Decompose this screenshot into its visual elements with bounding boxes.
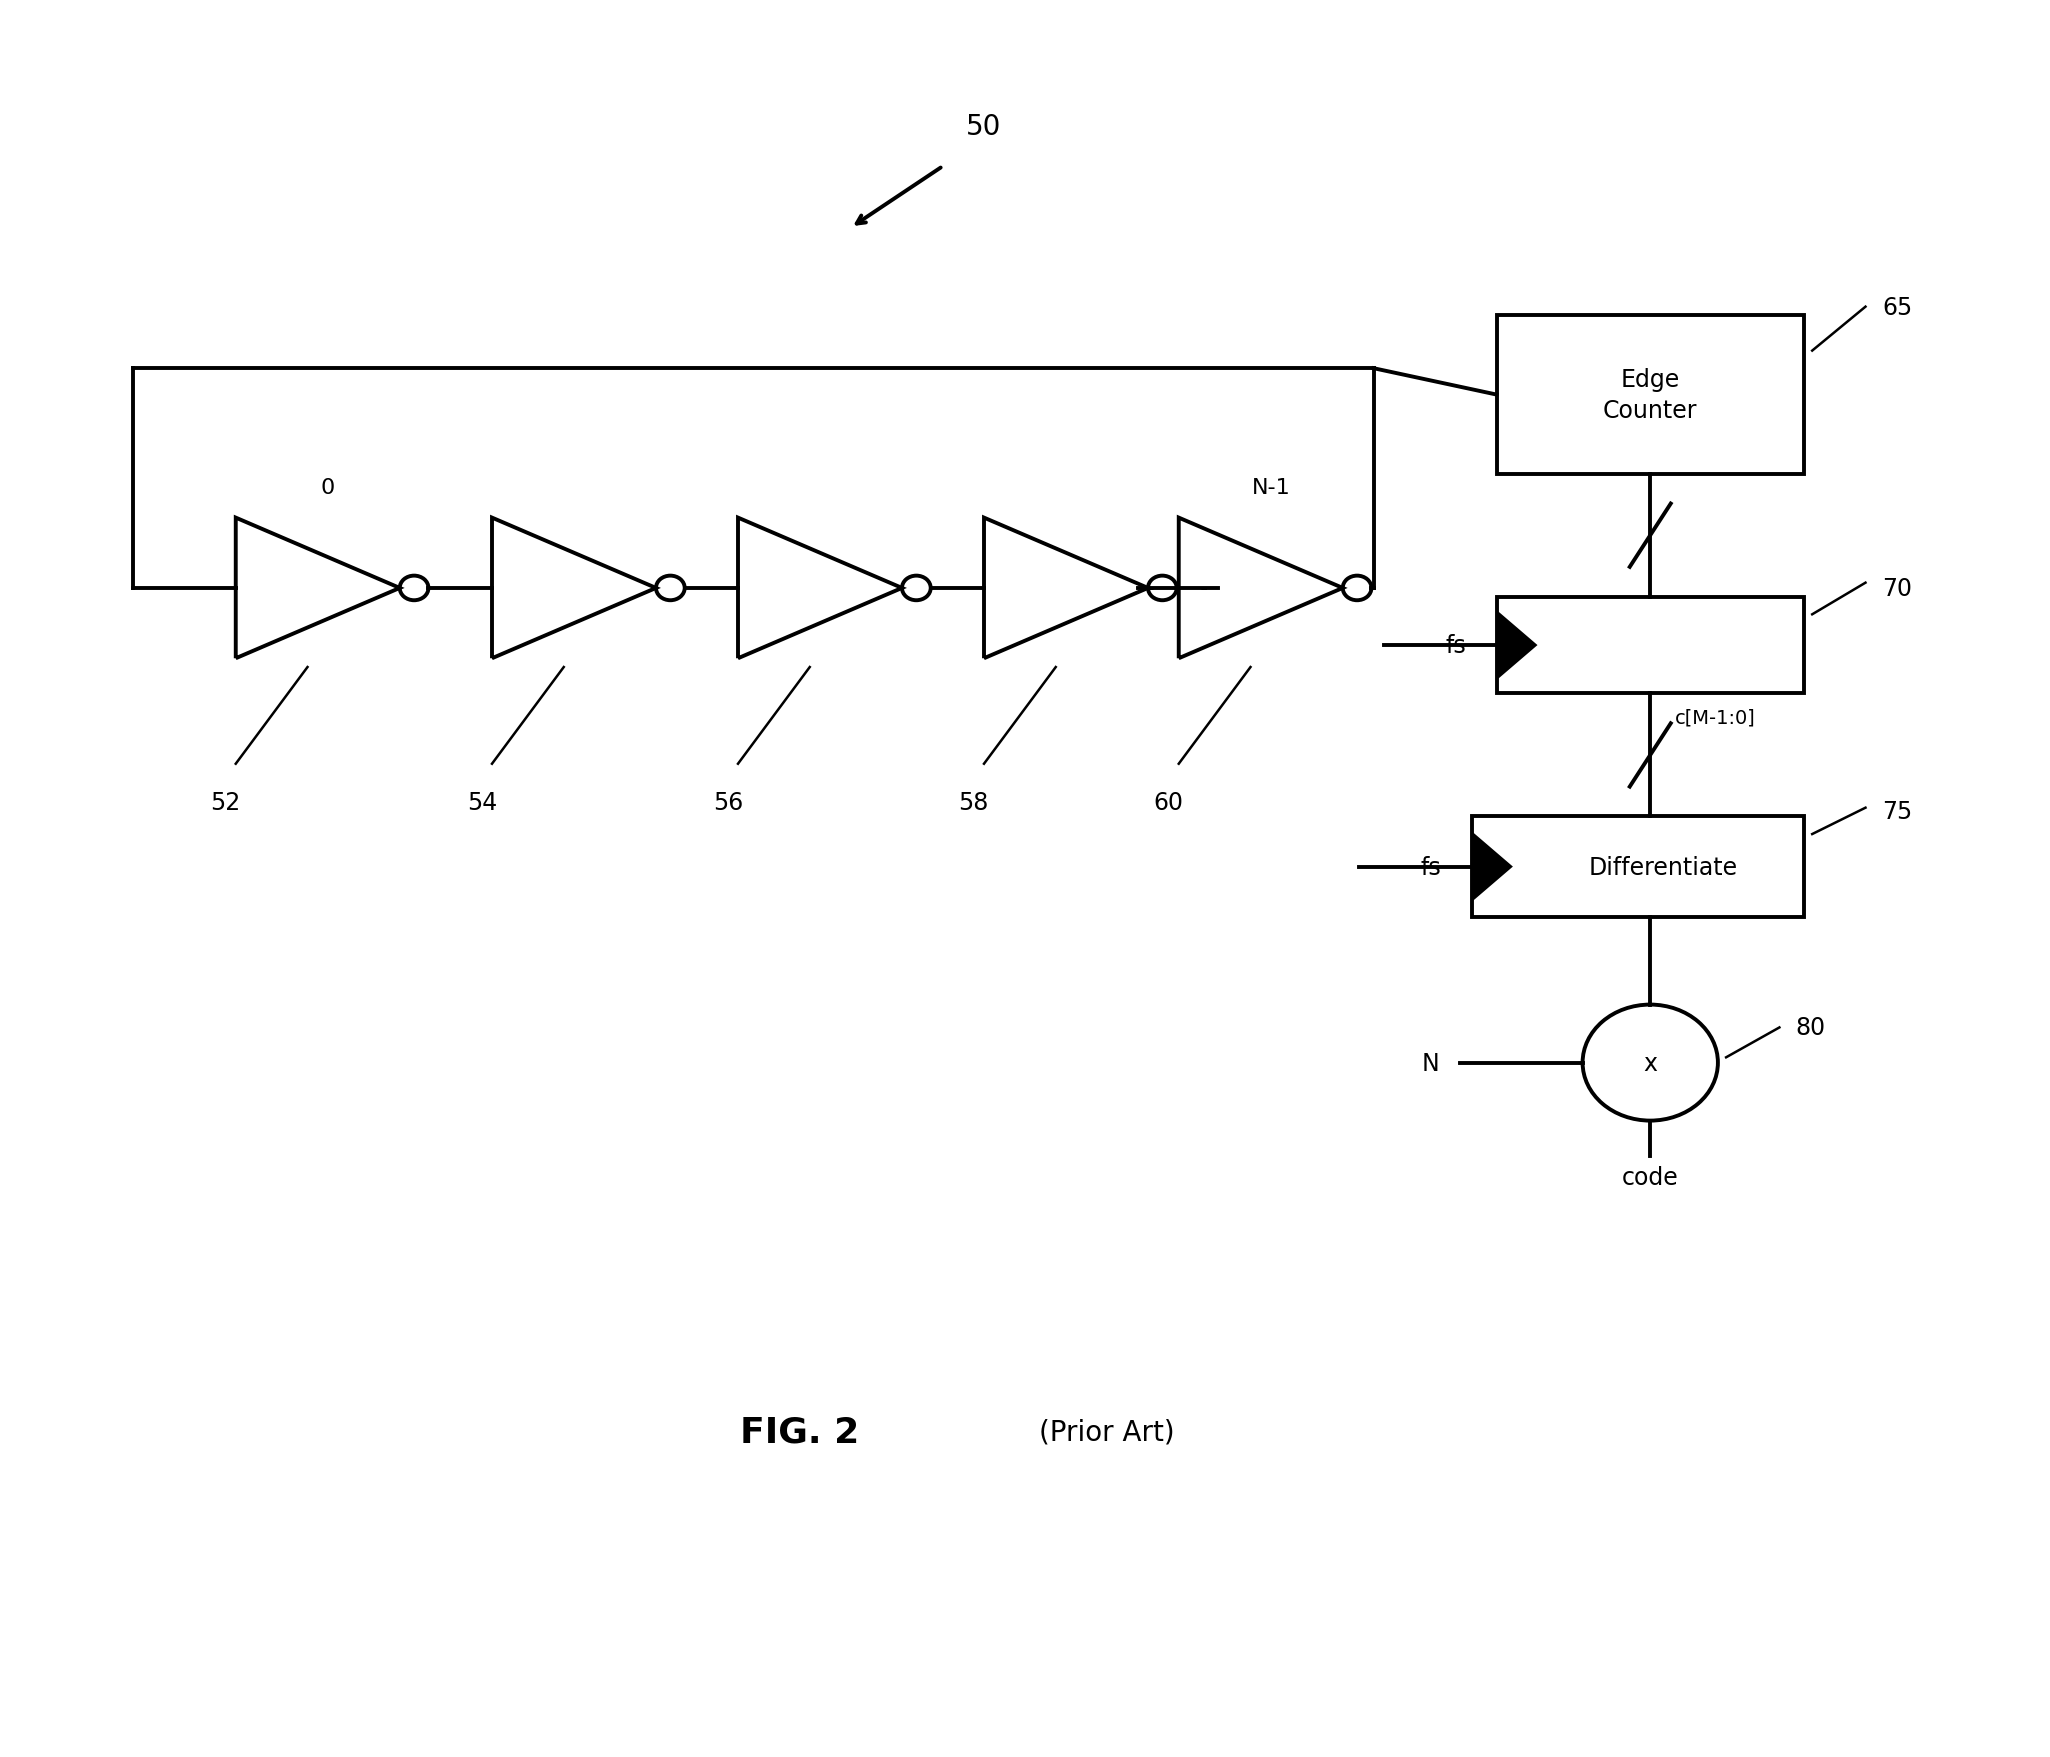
- Text: Differentiate: Differentiate: [1589, 856, 1738, 878]
- Text: 70: 70: [1882, 576, 1913, 601]
- Text: 75: 75: [1882, 799, 1913, 824]
- Bar: [1496, 597, 1804, 694]
- Text: 56: 56: [713, 791, 742, 815]
- Polygon shape: [1496, 610, 1538, 680]
- Text: 80: 80: [1796, 1016, 1827, 1040]
- Text: x: x: [1644, 1051, 1656, 1075]
- Bar: [1472, 817, 1804, 917]
- Text: - - -: - - -: [1144, 578, 1212, 599]
- Bar: [1496, 316, 1804, 474]
- Text: code: code: [1622, 1165, 1679, 1189]
- Text: c[M-1:0]: c[M-1:0]: [1675, 708, 1755, 727]
- Text: N-1: N-1: [1253, 478, 1289, 497]
- Text: 0: 0: [322, 478, 334, 497]
- Polygon shape: [1472, 833, 1513, 903]
- Text: 54: 54: [467, 791, 496, 815]
- Text: 58: 58: [959, 791, 988, 815]
- Text: fs: fs: [1421, 856, 1441, 878]
- Text: 65: 65: [1882, 295, 1913, 320]
- Text: FIG. 2: FIG. 2: [740, 1414, 859, 1450]
- Text: 50: 50: [966, 112, 1002, 141]
- Text: 52: 52: [211, 791, 240, 815]
- Text: 60: 60: [1154, 791, 1183, 815]
- Text: N: N: [1421, 1051, 1439, 1075]
- Text: (Prior Art): (Prior Art): [1039, 1418, 1175, 1446]
- Text: fs: fs: [1445, 634, 1466, 657]
- Text: Edge
Counter: Edge Counter: [1603, 367, 1697, 423]
